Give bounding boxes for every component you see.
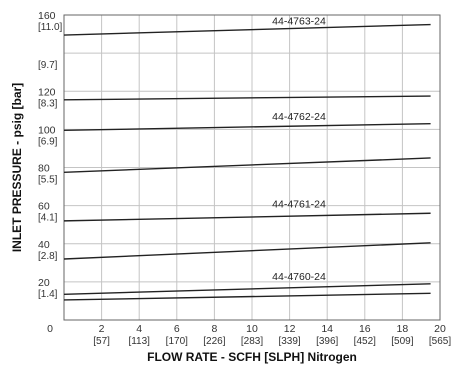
x-tick-label: 8 <box>211 323 217 335</box>
y-tick-label: 20 <box>38 277 50 289</box>
y-axis-title: INLET PRESSURE - psig [bar] <box>10 83 24 252</box>
y-tick-label: 40 <box>38 239 50 251</box>
y-tick-label: 60 <box>38 201 50 213</box>
y-tick-label: 160 <box>38 10 56 22</box>
y-tick-alt-label: [2.8] <box>38 251 58 262</box>
series-line-2 <box>63 95 431 101</box>
x-tick-alt-label: [170] <box>166 336 188 347</box>
y-tick-alt-label: [6.9] <box>38 136 58 147</box>
grid <box>64 15 440 320</box>
x-tick-label: 10 <box>246 323 258 335</box>
y-tick-label: 100 <box>38 124 56 136</box>
series-annotation: 44-4763-24 <box>272 16 326 28</box>
series-line-1 <box>63 23 431 36</box>
series-line-4 <box>63 157 431 173</box>
x-tick-alt-label: [57] <box>93 336 110 347</box>
x-tick-label: 4 <box>136 323 142 335</box>
y-tick-alt-label: [11.0] <box>38 22 62 33</box>
series-lines <box>63 23 431 301</box>
y-tick-alt-label: [9.7] <box>38 60 58 71</box>
x-tick-alt-label: [509] <box>391 336 413 347</box>
x-tick-label: 12 <box>284 323 296 335</box>
tick-labels: 0 2[57] 4[113] 6[170] 8[226] 10[283] 12[339] 14… <box>38 10 451 347</box>
y-tick-label: 80 <box>38 163 50 175</box>
x-tick-label: 0 <box>47 323 53 335</box>
series-annotation: 44-4761-24 <box>272 199 326 211</box>
series-annotation: 44-4762-24 <box>272 111 326 123</box>
series-annotation: 44-4760-24 <box>272 271 326 283</box>
x-tick-label: 2 <box>99 323 105 335</box>
x-tick-alt-label: [396] <box>316 336 338 347</box>
y-tick-alt-label: [1.4] <box>38 289 58 300</box>
x-tick-alt-label: [226] <box>203 336 225 347</box>
plot-frame <box>63 14 441 321</box>
x-tick-label: 14 <box>321 323 333 335</box>
x-tick-label: 18 <box>397 323 409 335</box>
y-tick-label: 120 <box>38 86 56 98</box>
series-line-3 <box>63 122 431 132</box>
x-tick-alt-label: [565] <box>429 336 451 347</box>
x-tick-label: 16 <box>359 323 371 335</box>
x-tick-label: 20 <box>434 323 446 335</box>
y-tick-alt-label: [5.5] <box>38 175 58 186</box>
x-tick-alt-label: [283] <box>241 336 263 347</box>
series-line-6 <box>63 242 431 260</box>
y-tick-alt-label: [8.3] <box>38 98 58 109</box>
series-line-8 <box>63 292 431 301</box>
x-tick-alt-label: [339] <box>278 336 300 347</box>
x-tick-alt-label: [452] <box>354 336 376 347</box>
y-tick-alt-label: [4.1] <box>38 213 58 224</box>
x-axis-title: FLOW RATE - SCFH [SLPH] Nitrogen <box>147 350 357 364</box>
series-line-5 <box>63 212 431 222</box>
x-tick-label: 6 <box>174 323 180 335</box>
annotations: 44-4763-24 44-4762-24 44-4761-24 44-4760-24 <box>272 16 326 283</box>
x-tick-alt-label: [113] <box>128 336 150 347</box>
series-line-7 <box>63 283 431 295</box>
